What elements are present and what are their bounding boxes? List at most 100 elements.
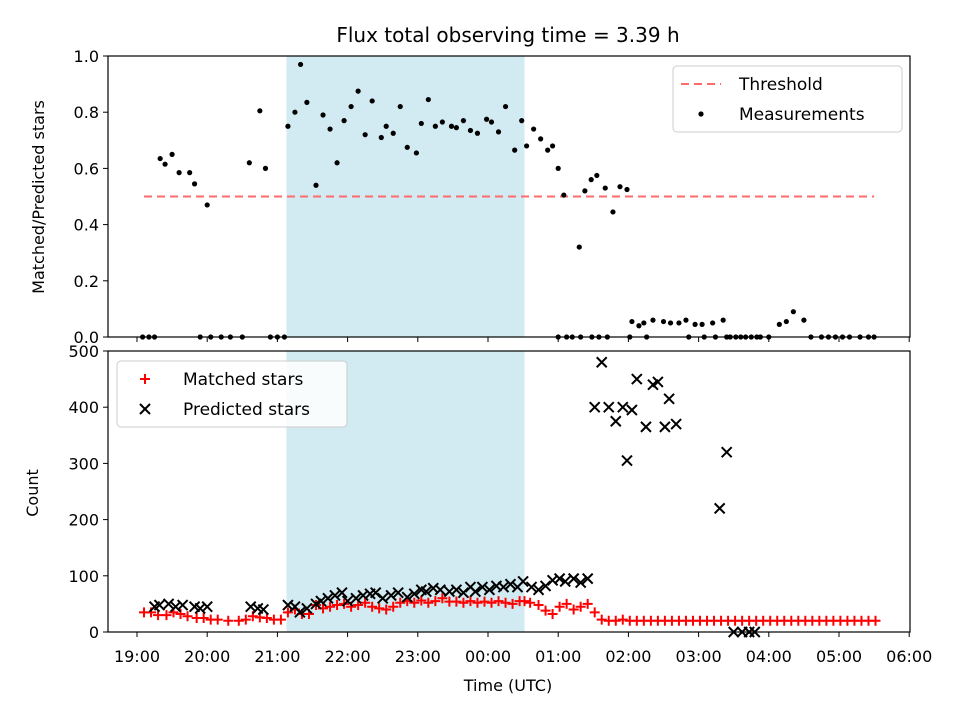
measurement-point [783,318,789,325]
measurement-point [692,321,698,327]
matched-star-marker [182,611,193,622]
matched-star-marker [367,601,378,612]
x-tick-label: 04:00 [746,647,792,666]
matched-star-marker [582,598,593,609]
measurement-point [801,317,807,323]
matched-star-marker [547,609,558,620]
predicted-star-marker [574,576,587,589]
y-tick-label: 0.2 [74,272,99,291]
matched-star-marker [409,597,420,608]
measurement-point [624,186,630,193]
measurement-point [676,320,682,326]
predicted-star-marker [434,584,446,596]
predicted-star-marker [341,595,354,607]
matched-star-marker [395,597,406,608]
x-tick-label: 19:00 [114,647,160,666]
bottom-y-axis-label: Count [23,469,42,517]
axes-frame [107,55,911,338]
predicted-star-marker [596,356,608,368]
measurement-point [524,143,530,149]
y-tick-label: 0.8 [74,103,99,122]
measurement-point [304,99,310,105]
measurement-point [390,130,396,136]
predicted-star-marker [401,591,413,603]
predicted-star-marker [257,603,270,616]
predicted-star-marker [450,584,463,596]
predicted-star-marker [621,454,633,467]
predicted-star-marker [626,404,638,416]
predicted-star-marker [617,401,629,413]
measurement-point [531,126,537,132]
measurement-point [512,147,518,153]
measurement-point [383,123,389,129]
legend-label: Measurements [739,105,865,125]
predicted-star-marker [329,589,341,602]
matched-star-marker [507,598,518,609]
measurement-point [582,188,588,194]
measurement-point [699,321,705,327]
measurement-point [641,320,647,326]
predicted-star-marker [603,401,615,413]
measurement-point [297,61,304,68]
measurement-point [588,177,594,183]
predicted-star-marker [153,599,166,611]
measurement-point [720,317,726,323]
measurement-point [341,118,347,124]
legend-label: Matched stars [183,370,303,390]
predicted-star-marker [162,598,175,610]
matched-star-marker [161,610,172,621]
predicted-star-marker [720,446,733,458]
matched-star-marker [437,593,448,604]
predicted-star-marker [201,601,213,613]
measurement-point [362,132,368,138]
y-tick-label: 400 [68,398,99,417]
matched-star-marker [519,596,530,607]
measurement-point [594,172,600,179]
predicted-star-marker [631,373,643,385]
matched-star-marker [332,600,343,611]
panel-count: 0 100 200 300 400 500 19:00 20:00 21:00 22:00 23:0… [68,342,932,666]
measurement-point [176,170,182,176]
predicted-star-marker [392,586,404,599]
measurement-point [710,320,716,326]
measurement-point [355,88,361,94]
matched-star-marker [261,612,272,623]
predicted-star-marker [567,572,580,585]
matched-star-marker [282,607,293,618]
measurement-point [204,202,210,208]
matched-star-marker [479,596,490,607]
matched-star-marker [430,596,441,607]
measurement-point [348,103,354,110]
x-tick-label: 23:00 [395,647,441,666]
measurement-point [576,244,582,250]
measurement-point [483,116,490,122]
matched-star-marker [153,610,164,621]
measurement-point [790,309,796,315]
x-tick-label: 03:00 [676,647,722,666]
measurement-point [549,143,556,149]
predicted-star-marker [476,581,489,593]
y-tick-label: 500 [68,342,99,361]
measurement-point [169,151,175,157]
measurement-point [667,320,674,326]
matched-star-marker [472,597,483,608]
x-tick-label: 02:00 [605,647,651,666]
y-tick-label: 0.0 [74,328,99,347]
measurement-point [378,134,384,141]
predicted-star-marker [420,585,432,598]
legend-box [672,65,903,133]
predicted-star-marker [652,376,664,388]
measurement-point [650,317,656,323]
x-tick-label: 06:00 [886,647,932,666]
measurement-point [285,123,291,129]
matched-star-marker [870,615,881,626]
matched-star-marker [525,597,536,608]
predicted-star-marker [483,584,496,596]
measurement-point [502,103,509,110]
predicted-star-marker [525,581,538,593]
y-tick-label: 0 [89,623,99,642]
predicted-star-marker [385,589,397,602]
matched-star-marker [374,603,385,614]
predicted-star-marker [532,584,545,596]
